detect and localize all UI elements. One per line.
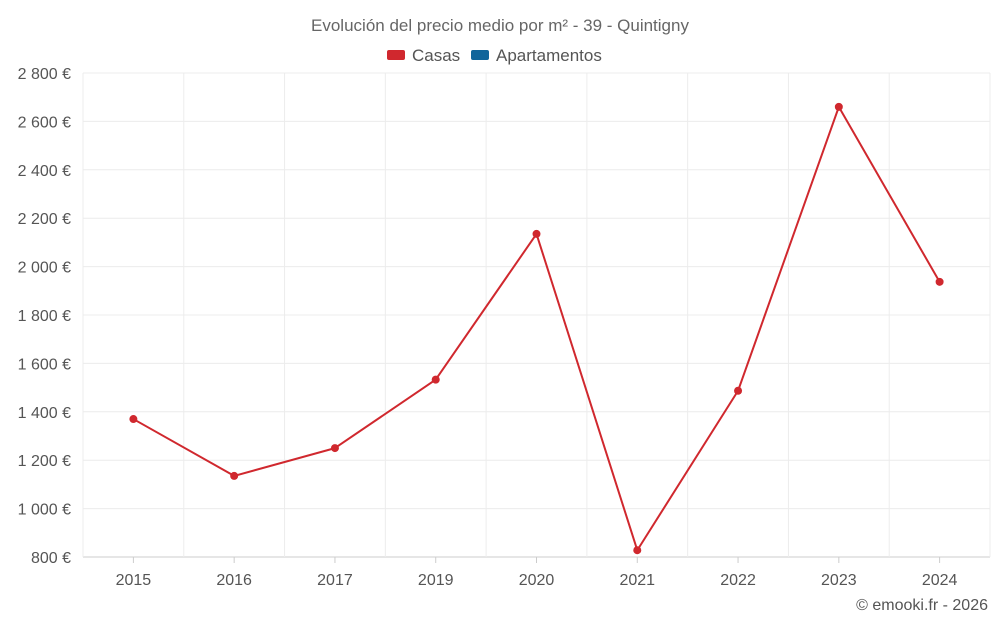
x-tick-label: 2024 (922, 572, 958, 589)
series-line-casas (132, 105, 941, 552)
data-point-casas-2019[interactable] (431, 375, 440, 384)
grid (82, 72, 991, 558)
y-tick-label: 2 400 € (18, 163, 71, 180)
legend-swatch-casas (387, 50, 405, 60)
y-tick-label: 1 400 € (18, 405, 71, 422)
y-tick-label: 800 € (31, 550, 71, 567)
data-point-casas-2023[interactable] (834, 102, 843, 111)
legend-item-casas[interactable]: Casas (387, 46, 460, 65)
data-point-casas-2020[interactable] (532, 229, 541, 238)
legend-label-apartamentos: Apartamentos (496, 46, 602, 65)
legend-label-casas: Casas (412, 46, 460, 65)
x-tick-label: 2022 (720, 572, 756, 589)
y-tick-label: 2 200 € (18, 211, 71, 228)
y-tick-label: 1 800 € (18, 308, 71, 325)
y-tick-label: 1 600 € (18, 356, 71, 373)
x-tick-label: 2017 (317, 572, 353, 589)
x-tick-label: 2019 (418, 572, 454, 589)
data-point-casas-2024[interactable] (935, 277, 944, 286)
data-point-casas-2016[interactable] (230, 471, 239, 480)
series-casas (129, 102, 944, 555)
y-tick-label: 2 000 € (18, 260, 71, 277)
y-axis: 2 800 € 2 600 € 2 400 € 2 200 € 2 000 € 1 800… (18, 66, 71, 567)
data-point-casas-2015[interactable] (129, 415, 138, 424)
x-tick-label: 2020 (519, 572, 555, 589)
x-tick-label: 2021 (619, 572, 655, 589)
legend-swatch-apartamentos (471, 50, 489, 60)
data-point-casas-2021[interactable] (633, 546, 642, 555)
x-tick-label: 2015 (116, 572, 152, 589)
legend: Casas Apartamentos (387, 46, 602, 65)
y-tick-label: 1 000 € (18, 502, 71, 519)
y-tick-label: 2 600 € (18, 114, 71, 131)
credit: © emooki.fr - 2026 (856, 597, 988, 614)
x-tick-label: 2023 (821, 572, 857, 589)
data-point-casas-2022[interactable] (734, 386, 743, 395)
chart-title: Evolución del precio medio por m² - 39 -… (311, 16, 689, 35)
x-axis: 2015 2016 2017 2019 2020 2021 2022 2023 2024 (116, 557, 958, 589)
x-tick-label: 2016 (216, 572, 252, 589)
y-tick-label: 2 800 € (18, 66, 71, 83)
y-tick-label: 1 200 € (18, 453, 71, 470)
legend-item-apartamentos[interactable]: Apartamentos (471, 46, 602, 65)
data-point-casas-2017[interactable] (330, 444, 339, 453)
